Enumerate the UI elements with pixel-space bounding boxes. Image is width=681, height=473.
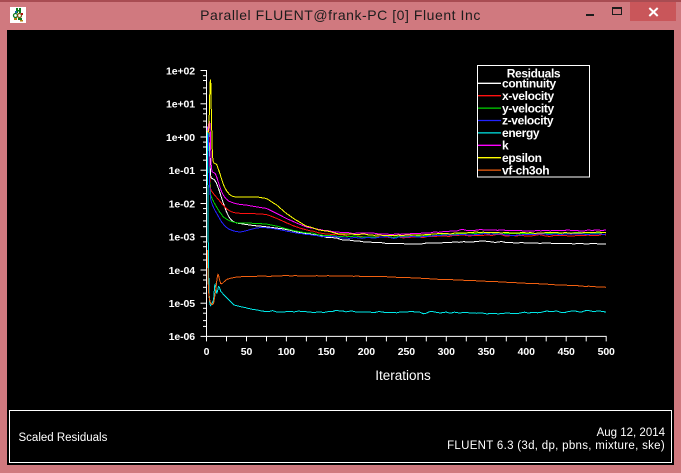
svg-text:continuity: continuity bbox=[502, 77, 557, 91]
svg-text:1e-02: 1e-02 bbox=[169, 198, 196, 210]
svg-text:1e-05: 1e-05 bbox=[169, 298, 196, 310]
svg-text:400: 400 bbox=[518, 346, 535, 358]
svg-text:1e-06: 1e-06 bbox=[169, 331, 196, 343]
svg-text:energy: energy bbox=[502, 126, 540, 140]
svg-text:250: 250 bbox=[398, 346, 415, 358]
svg-text:100: 100 bbox=[278, 346, 295, 358]
svg-text:1e+00: 1e+00 bbox=[166, 132, 195, 144]
svg-text:0: 0 bbox=[204, 346, 210, 358]
svg-text:1e-03: 1e-03 bbox=[169, 232, 196, 244]
svg-text:Iterations: Iterations bbox=[375, 368, 431, 383]
svg-text:epsilon: epsilon bbox=[502, 151, 542, 165]
svg-text:150: 150 bbox=[318, 346, 335, 358]
svg-text:1e-01: 1e-01 bbox=[169, 165, 196, 177]
svg-text:Residuals: Residuals bbox=[507, 67, 561, 81]
svg-text:450: 450 bbox=[558, 346, 575, 358]
svg-text:1e+01: 1e+01 bbox=[166, 99, 195, 111]
svg-text:50: 50 bbox=[241, 346, 253, 358]
svg-text:300: 300 bbox=[438, 346, 455, 358]
svg-text:z-velocity: z-velocity bbox=[502, 114, 554, 128]
svg-text:200: 200 bbox=[358, 346, 375, 358]
svg-text:1e-04: 1e-04 bbox=[169, 265, 196, 277]
svg-text:x-velocity: x-velocity bbox=[502, 89, 555, 103]
svg-text:y-velocity: y-velocity bbox=[502, 101, 555, 115]
svg-text:500: 500 bbox=[598, 346, 615, 358]
svg-text:350: 350 bbox=[478, 346, 495, 358]
svg-text:k: k bbox=[502, 139, 509, 153]
svg-text:vf-ch3oh: vf-ch3oh bbox=[502, 163, 549, 177]
svg-text:1e+02: 1e+02 bbox=[166, 65, 195, 77]
